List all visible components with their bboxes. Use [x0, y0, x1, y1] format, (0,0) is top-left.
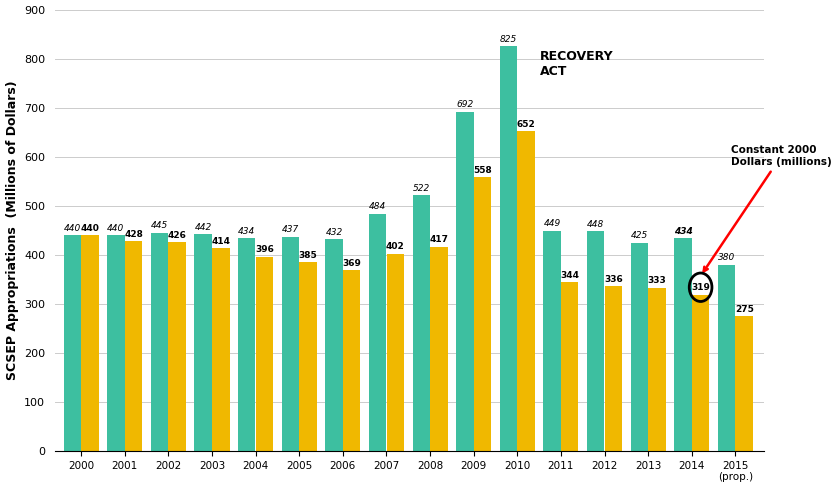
Bar [412, 195, 430, 451]
Bar [386, 254, 404, 451]
Bar [369, 214, 386, 451]
Bar [108, 235, 124, 451]
Text: 344: 344 [560, 271, 580, 280]
Text: 522: 522 [412, 183, 430, 193]
Text: 449: 449 [543, 220, 561, 228]
Text: 333: 333 [648, 276, 666, 285]
Bar [151, 233, 168, 451]
Bar [325, 239, 343, 451]
Bar [456, 112, 474, 451]
Bar [500, 46, 517, 451]
Text: 440: 440 [108, 224, 124, 233]
Text: Constant 2000
Dollars (millions): Constant 2000 Dollars (millions) [704, 145, 832, 271]
Bar [281, 237, 299, 451]
Text: 448: 448 [587, 220, 604, 229]
Text: 558: 558 [473, 166, 492, 175]
Bar [169, 242, 186, 451]
Text: 434: 434 [674, 227, 692, 236]
Text: 445: 445 [151, 222, 168, 230]
Text: 402: 402 [386, 243, 405, 251]
Text: 652: 652 [517, 120, 536, 129]
Bar [299, 262, 317, 451]
Bar [543, 231, 561, 451]
Y-axis label: SCSEP Appropriations  (Millions of Dollars): SCSEP Appropriations (Millions of Dollar… [6, 81, 18, 380]
Bar [343, 270, 360, 451]
Text: 692: 692 [456, 100, 474, 109]
Text: 319: 319 [691, 283, 710, 292]
Text: 428: 428 [124, 230, 143, 239]
Bar [736, 316, 753, 451]
Text: 440: 440 [64, 224, 81, 233]
Text: 437: 437 [281, 225, 299, 234]
Bar [587, 231, 605, 451]
Bar [474, 177, 491, 451]
Text: 369: 369 [342, 259, 361, 267]
Bar [255, 257, 273, 451]
Text: 396: 396 [255, 245, 274, 254]
Text: 484: 484 [369, 202, 386, 211]
Text: 275: 275 [735, 305, 753, 314]
Bar [648, 288, 666, 451]
Text: 434: 434 [239, 227, 255, 236]
Bar [631, 243, 648, 451]
Bar [517, 131, 535, 451]
Bar [718, 264, 735, 451]
Bar [64, 235, 81, 451]
Text: 440: 440 [81, 224, 99, 233]
Bar [561, 283, 579, 451]
Text: 414: 414 [212, 237, 230, 245]
Bar [194, 234, 212, 451]
Text: 825: 825 [500, 35, 517, 44]
Text: 385: 385 [299, 251, 318, 260]
Bar [430, 246, 448, 451]
Text: 425: 425 [631, 231, 648, 240]
Text: 336: 336 [604, 275, 622, 284]
Bar [212, 248, 229, 451]
Text: 426: 426 [168, 231, 186, 240]
Text: RECOVERY
ACT: RECOVERY ACT [540, 49, 613, 78]
Bar [81, 235, 98, 451]
Text: 432: 432 [325, 228, 343, 237]
Text: 380: 380 [718, 253, 735, 262]
Bar [238, 238, 255, 451]
Bar [692, 295, 709, 451]
Text: 417: 417 [429, 235, 449, 244]
Bar [675, 238, 691, 451]
Bar [125, 241, 142, 451]
Text: 442: 442 [195, 223, 212, 232]
Bar [605, 286, 622, 451]
